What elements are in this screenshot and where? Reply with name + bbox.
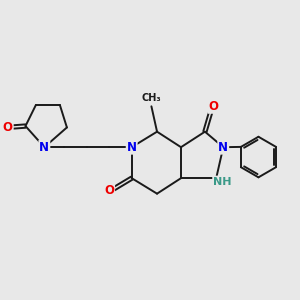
Text: O: O [3,121,13,134]
Text: O: O [104,184,114,197]
Text: O: O [208,100,218,113]
Text: NH: NH [213,177,232,187]
Text: N: N [218,141,228,154]
Text: N: N [127,141,137,154]
Text: CH₃: CH₃ [142,93,161,103]
Text: N: N [39,141,50,154]
